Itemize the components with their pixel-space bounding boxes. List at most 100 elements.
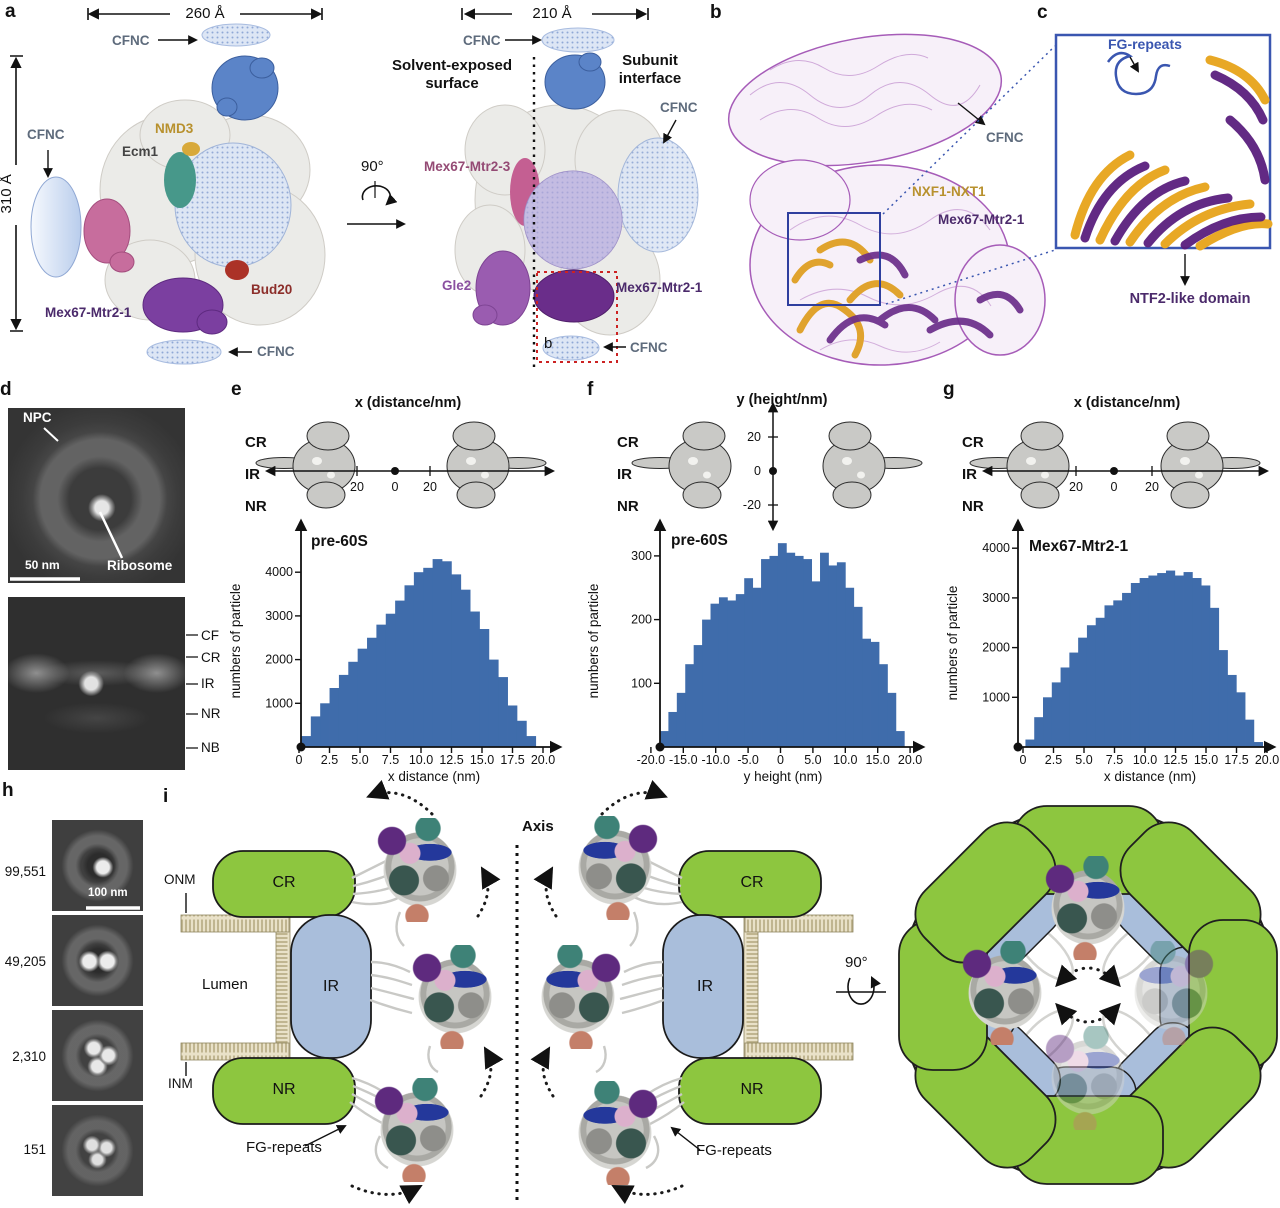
histogram-bar [735,594,745,747]
histogram-bar [853,606,863,747]
panel-h-letter: h [2,780,14,801]
chart-text: CR [617,434,639,451]
panel-a-dimensions [10,8,649,332]
center-rotation-arrows [1055,964,1121,1026]
panel-f-letter: f [587,379,594,400]
histogram-bar [1095,617,1105,747]
histogram-bar [395,600,405,747]
chart-text: -10.0 [701,753,730,767]
chart-text: 4000 [982,541,1010,555]
histogram-bar [488,659,499,747]
histogram-bar [1192,578,1202,747]
chart-text: 17.5 [1224,753,1248,767]
histogram-bar [1165,570,1176,747]
mex67-density-right [533,269,615,323]
histogram-bar [1227,674,1237,747]
chart-text: y height (nm) [744,769,823,784]
blue-subunit-density [211,55,279,121]
histogram-bar [320,703,330,747]
histogram-bar [1025,739,1035,747]
cf-label: CF [201,628,219,643]
inm-membrane [180,1042,290,1061]
chart-text: 0 [1020,753,1027,767]
histogram-bar [1218,650,1228,747]
nr-ring-label: NR [740,1081,764,1098]
panel-i-letter: i [163,786,169,807]
histogram-bar [498,677,508,747]
chart-text: pre-60S [671,532,728,549]
ir-ring-label: IR [323,978,339,995]
histogram-bar [367,637,377,747]
ecm1-density [164,152,196,208]
class-average-1 [52,820,143,911]
histogram-bar [507,705,518,747]
chart-text: IR [962,466,977,483]
scale-bar-label: 50 nm [25,558,60,572]
chart-text: x (distance/nm) [1074,395,1181,411]
chart-text: 1000 [265,696,293,710]
histogram-bar [659,731,669,747]
histogram-bar [413,572,424,747]
chart-text: 20.0 [531,753,555,767]
histogram-bar [376,624,387,747]
chart-text: CR [245,434,267,451]
cfnc-disc-top-left [201,23,271,47]
chart-text: 5.0 [804,753,821,767]
panel-a-letter: a [5,1,16,22]
histogram-bar [1174,575,1184,747]
histogram-bar [1069,652,1079,747]
npc-cartoon [822,421,923,509]
chart-text: 0 [754,464,761,478]
histogram-bar [878,664,888,747]
panel-c-letter: c [1037,2,1048,23]
chart-text: -20.0 [637,753,666,767]
class-average-4 [52,1105,143,1196]
fg-repeat-squiggle [1106,51,1171,96]
chart-text: 100 [631,676,652,690]
chart-text: 0 [777,753,784,767]
chart-text: 20.0 [898,753,922,767]
chart-text: 20 [1069,480,1083,494]
chart-text: 7.5 [1106,753,1123,767]
chart-text: -20 [743,498,761,512]
chart-text: 0 [1111,480,1118,494]
histogram-bar [451,574,462,747]
mex67-mtr2-3-density [510,158,540,226]
chart-text: 20 [747,430,761,444]
nmd3-density [182,142,200,156]
pre60s-particle [405,945,505,1049]
histogram-bar [1209,607,1220,747]
ribosome-label: Ribosome [107,558,173,573]
chart-text: 20 [1145,480,1159,494]
pink-density [83,198,135,273]
pre60s-particle [528,945,628,1049]
histogram-bar [1034,717,1044,747]
pre60s-particle [565,1081,665,1185]
chart-text: 7.5 [382,753,399,767]
histogram-bar [1201,585,1211,747]
panel-d-side-ticks [186,634,198,749]
fg-repeats-label: FG-repeats [1108,36,1182,52]
chart-text: 3000 [265,609,293,623]
histogram-bar [479,629,490,747]
ir-ring-label: IR [697,978,713,995]
panel-b-art [727,33,1046,366]
bud20-density [225,260,249,280]
chart-text: 0 [296,753,303,767]
histogram-bar [895,731,905,747]
chart-text: 12.5 [1163,753,1187,767]
nb-label: NB [201,740,220,755]
histogram-bar [718,597,728,747]
histogram-bar [1148,575,1158,747]
panel-b-letter: b [710,2,722,23]
lumen-label: Lumen [202,976,248,993]
histogram-bar [441,561,452,747]
rotation-label: 90° [361,158,384,175]
inset-frame [1054,33,1272,250]
chart-text: 0 [392,480,399,494]
chart-text: 1000 [982,690,1010,704]
histogram-bar [1104,605,1114,747]
histogram-bar [769,555,779,747]
